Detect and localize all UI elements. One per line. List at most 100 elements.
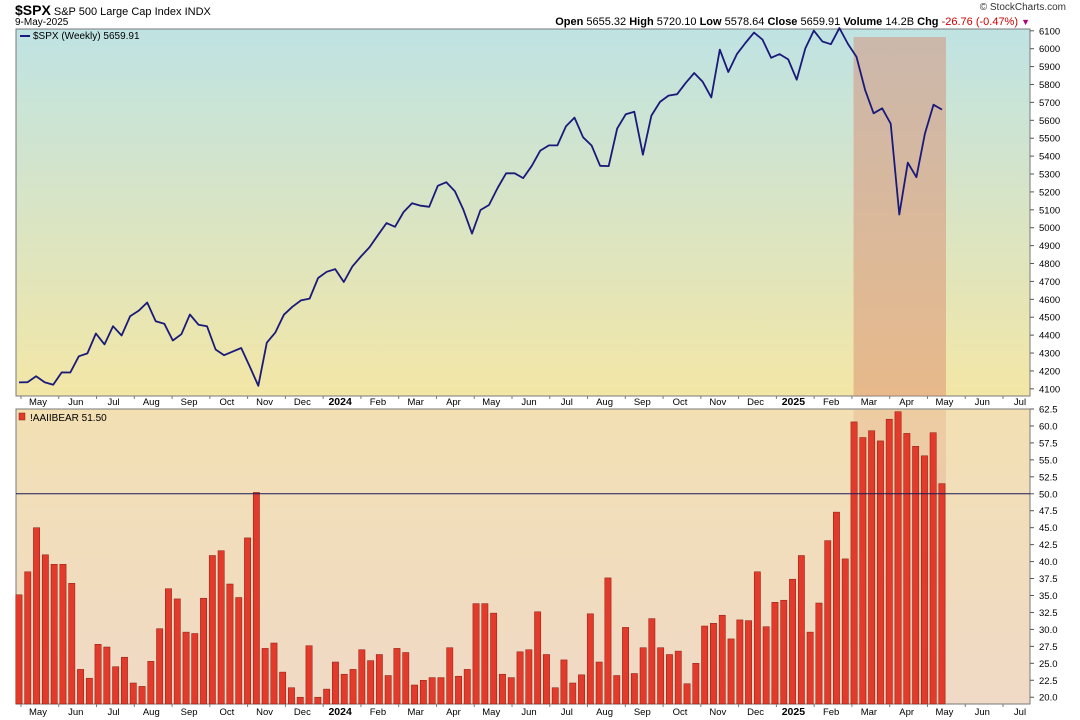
x-tick-label-upper: Dec xyxy=(747,397,764,408)
legend-bar-swatch xyxy=(18,412,26,421)
bear-bar xyxy=(841,558,849,705)
y-tick-label: 5500 xyxy=(1039,134,1060,145)
x-tick-label-lower: May xyxy=(29,707,47,718)
x-tick-label-lower: Jul xyxy=(107,707,119,718)
y-tick-label: 50.0 xyxy=(1039,489,1058,500)
x-tick-label-upper: Jul xyxy=(561,397,573,408)
bear-bar xyxy=(833,511,840,705)
bear-bar xyxy=(59,564,67,705)
bear-bar xyxy=(630,673,638,705)
exchange: INDX xyxy=(184,6,211,18)
bear-bar xyxy=(50,564,58,705)
bear-bar xyxy=(367,660,375,705)
bear-bar xyxy=(138,686,146,705)
x-tick-label-lower: Jul xyxy=(1014,707,1026,718)
bear-bar xyxy=(173,598,181,705)
x-tick-label-upper: Dec xyxy=(294,397,311,408)
y-tick-label: 35.0 xyxy=(1039,591,1058,602)
bear-bar xyxy=(411,684,418,705)
x-tick-label-lower: Mar xyxy=(861,707,877,718)
x-tick-label-lower: 2024 xyxy=(328,706,352,718)
x-tick-label-lower: Jun xyxy=(68,707,83,718)
x-tick-label-upper: Mar xyxy=(408,397,424,408)
bear-bar xyxy=(375,654,383,705)
x-tick-label-lower: 2025 xyxy=(782,706,806,718)
y-tick-label: 27.5 xyxy=(1039,642,1058,653)
bear-bar xyxy=(894,411,902,705)
bear-bar xyxy=(534,611,542,705)
y-tick-label: 4900 xyxy=(1039,241,1060,252)
bear-bar xyxy=(261,648,269,705)
bear-bar xyxy=(736,619,744,705)
y-tick-label: 5400 xyxy=(1039,152,1060,163)
bear-bar xyxy=(103,646,111,705)
high-value: 5720.10 xyxy=(656,16,697,28)
y-tick-label: 42.5 xyxy=(1039,540,1058,551)
bear-bar xyxy=(165,588,172,705)
bear-bar xyxy=(428,677,436,705)
highlight-region-upper xyxy=(853,37,946,396)
bear-bar xyxy=(270,642,278,705)
bear-bar xyxy=(129,682,137,705)
bear-bar xyxy=(789,578,796,705)
bear-bar xyxy=(551,687,559,705)
bear-bar xyxy=(15,594,23,705)
bear-bar xyxy=(921,455,928,705)
x-tick-label-lower: Sep xyxy=(181,707,198,718)
bear-bar xyxy=(41,554,49,705)
y-tick-label: 52.5 xyxy=(1039,472,1058,483)
bear-bar xyxy=(815,602,823,705)
bear-bar xyxy=(33,527,40,705)
y-tick-label: 4700 xyxy=(1039,277,1060,288)
bear-bar xyxy=(701,625,709,705)
bear-bar xyxy=(507,677,515,705)
bear-bar xyxy=(490,612,498,705)
x-tick-label-upper: May xyxy=(935,397,953,408)
y-tick-label: 4200 xyxy=(1039,366,1060,377)
y-tick-label: 62.5 xyxy=(1039,405,1058,416)
y-tick-label: 4300 xyxy=(1039,349,1060,360)
bear-bar xyxy=(543,654,550,705)
bear-bar xyxy=(332,661,339,705)
y-tick-label: 40.0 xyxy=(1039,557,1058,568)
x-tick-label-lower: Dec xyxy=(294,707,311,718)
bear-bar xyxy=(622,627,629,705)
x-tick-label-upper: May xyxy=(482,397,500,408)
bear-bar xyxy=(727,638,735,705)
y-tick-label: 6100 xyxy=(1039,26,1060,37)
bear-bar xyxy=(112,666,120,705)
bear-bar xyxy=(903,433,911,705)
symbol: $SPX xyxy=(15,2,51,18)
y-tick-label: 4100 xyxy=(1039,384,1060,395)
x-tick-label-lower: Mar xyxy=(408,707,424,718)
bear-bar xyxy=(208,555,216,705)
bear-bar xyxy=(419,680,427,705)
x-tick-label-upper: Sep xyxy=(634,397,651,408)
low-value: 5578.64 xyxy=(724,16,765,28)
y-tick-label: 5600 xyxy=(1039,116,1060,127)
bear-bar xyxy=(613,675,621,705)
bear-bar xyxy=(217,550,225,705)
x-tick-label-upper: Apr xyxy=(446,397,461,408)
y-tick-label: 4400 xyxy=(1039,331,1060,342)
bear-bar xyxy=(296,696,304,705)
y-tick-label: 5800 xyxy=(1039,80,1060,91)
x-tick-label-lower: Feb xyxy=(370,707,386,718)
down-arrow-icon: ▼ xyxy=(1021,17,1030,27)
bear-bar xyxy=(753,571,761,705)
x-tick-label-lower: Jun xyxy=(521,707,536,718)
bear-bar xyxy=(639,647,647,705)
watermark: © StockCharts.com xyxy=(979,2,1066,13)
y-tick-label: 6000 xyxy=(1039,44,1060,55)
bear-bar xyxy=(446,647,454,705)
volume-value: 14.2B xyxy=(885,16,915,28)
bear-bar xyxy=(235,597,243,705)
y-tick-label: 57.5 xyxy=(1039,438,1058,449)
x-tick-label-lower: May xyxy=(482,707,500,718)
y-tick-label: 5300 xyxy=(1039,170,1060,181)
bear-bar xyxy=(745,620,752,705)
bear-bar xyxy=(314,696,322,705)
open-value: 5655.32 xyxy=(586,16,627,28)
chart-title: $SPX S&P 500 Large Cap Index INDX xyxy=(15,2,211,18)
